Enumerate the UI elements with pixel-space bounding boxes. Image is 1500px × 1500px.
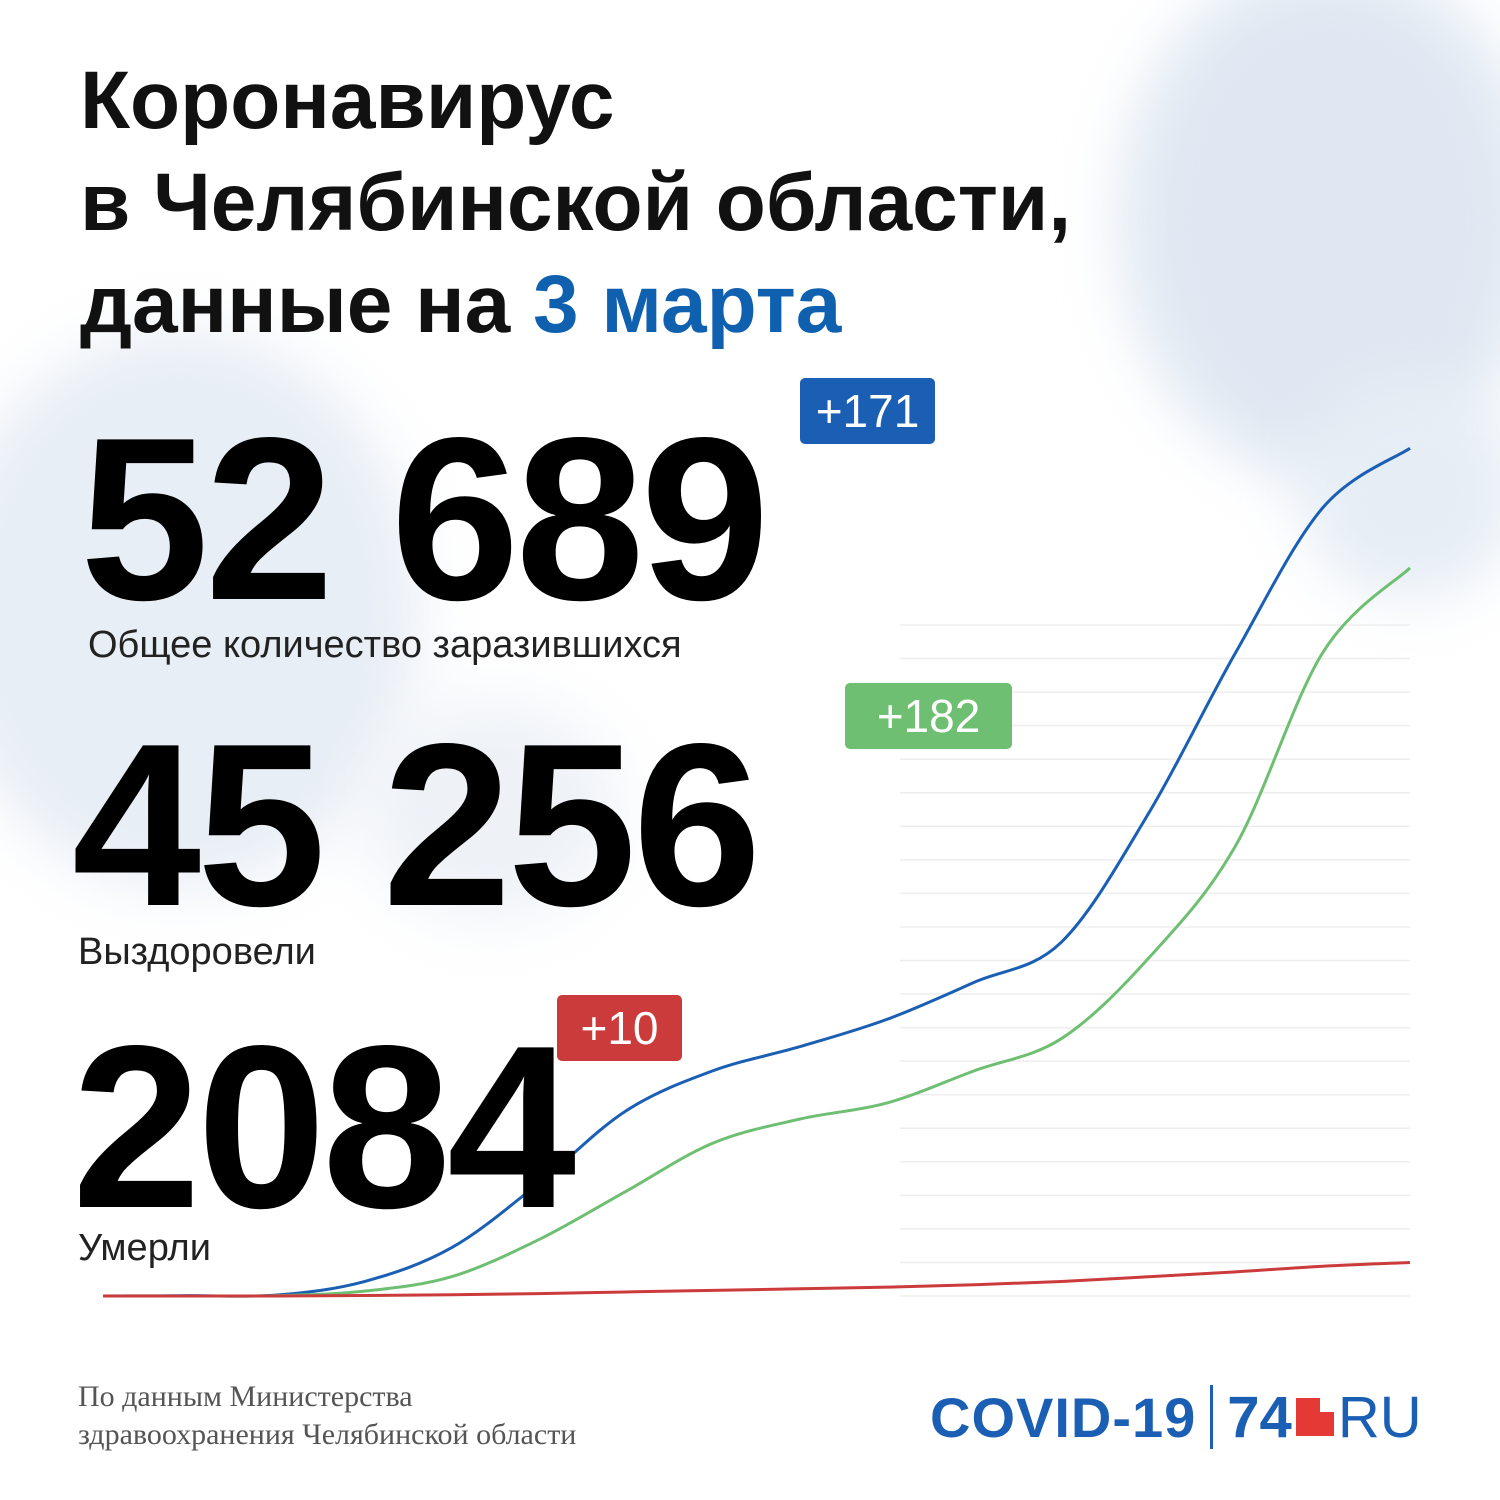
title-line-3: данные на 3 марта <box>80 254 1071 356</box>
source-note: По данным Министерства здравоохранения Ч… <box>78 1378 576 1454</box>
recovered-delta-badge: +182 <box>845 683 1012 749</box>
chart-grid <box>900 624 1410 1297</box>
background-texture <box>0 330 420 890</box>
deaths-total: 2084 <box>72 998 576 1257</box>
series-line-1 <box>102 566 1412 1298</box>
recovered-total: 45 256 <box>72 696 762 955</box>
source-line-2: здравоохранения Челябинской области <box>78 1418 577 1451</box>
series-line-0 <box>102 447 1411 1298</box>
background-texture <box>360 700 620 920</box>
source-line-1: По данным Министерства <box>78 1380 413 1413</box>
recovered-label: Выздоровели <box>78 931 316 973</box>
deaths-delta-badge: +10 <box>557 995 682 1061</box>
covid-74ru-logo: COVID-19 74 RU <box>930 1372 1422 1462</box>
chart-lines <box>102 447 1412 1298</box>
series-line-2 <box>103 1260 1411 1298</box>
logo-covid-text: COVID-19 <box>930 1385 1197 1449</box>
title-date: 3 марта <box>533 259 842 350</box>
logo-ru-text: RU <box>1337 1384 1422 1450</box>
title-line-1: Коронавирус <box>80 55 615 146</box>
infected-label: Общее количество заразившихся <box>88 624 682 666</box>
logo-74-text: 74 <box>1227 1384 1292 1450</box>
logo-square-icon <box>1295 1398 1334 1436</box>
logo-separator <box>1210 1385 1214 1449</box>
infected-delta-badge: +171 <box>800 378 935 444</box>
page-title: Коронавирус в Челябинской области, данны… <box>80 50 1071 356</box>
deaths-label: Умерли <box>78 1227 211 1269</box>
background-texture <box>1300 380 1500 600</box>
title-line-2: в Челябинской области, <box>80 157 1072 248</box>
title-prefix: данные на <box>80 259 534 350</box>
infected-total: 52 689 <box>80 390 770 649</box>
